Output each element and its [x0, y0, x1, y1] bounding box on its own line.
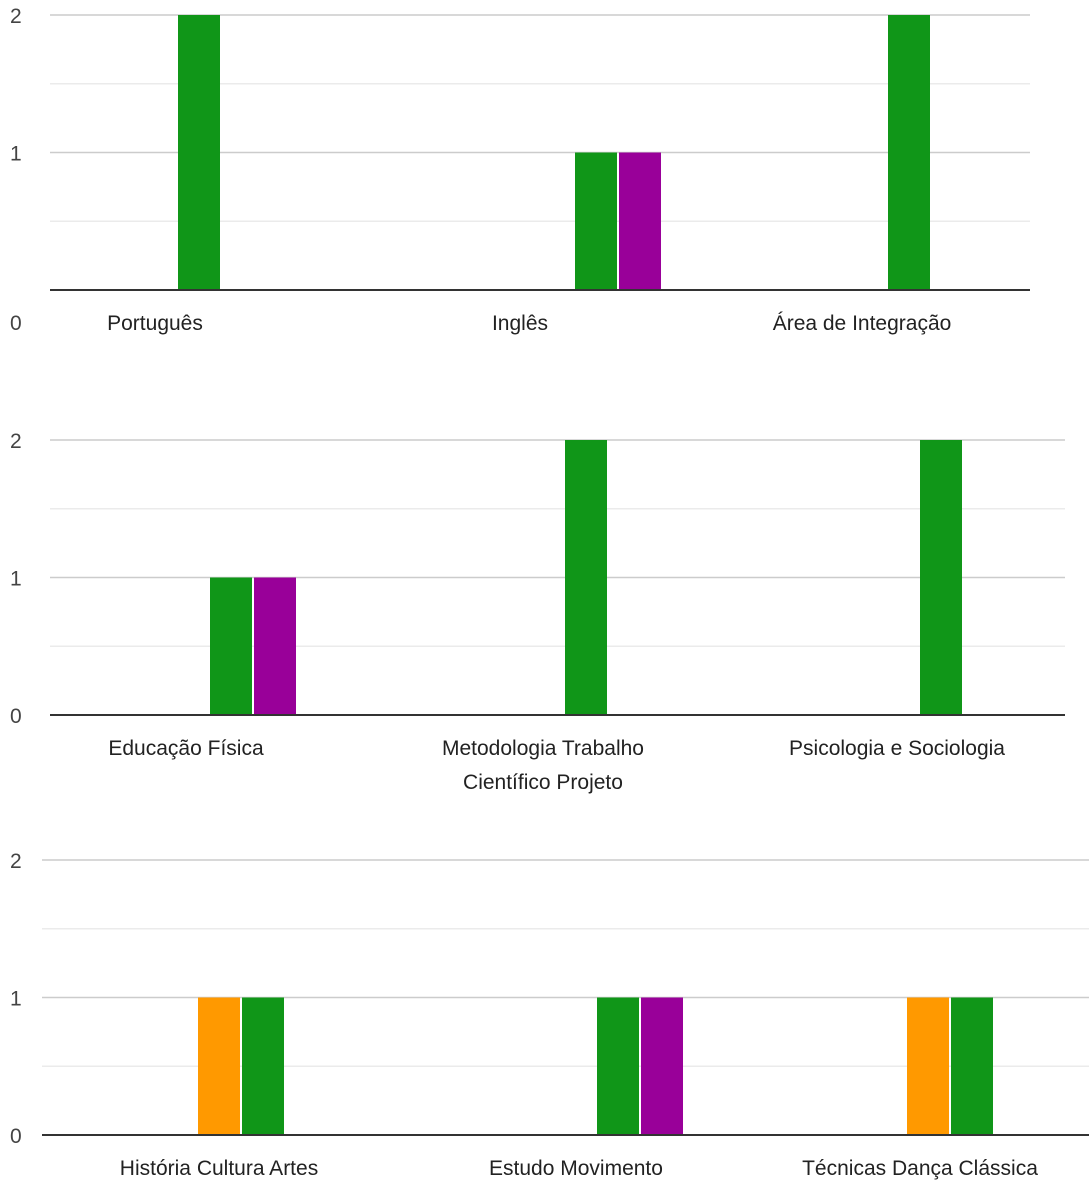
- bar[interactable]: [907, 997, 949, 1136]
- y-tick-label: 1: [10, 143, 22, 166]
- x-tick-label: Técnicas Dança Clássica: [802, 1157, 1038, 1180]
- x-tick-label: Educação Física: [108, 737, 264, 760]
- bar[interactable]: [178, 15, 220, 290]
- x-tick-label: Inglês: [492, 312, 548, 335]
- chart-2: 0 1 2 Educação Física Metodologia Trabalho Ci…: [10, 430, 1065, 794]
- y-tick-label: 2: [10, 5, 22, 28]
- bar[interactable]: [597, 997, 639, 1136]
- y-tick-label: 0: [10, 1125, 22, 1148]
- bar[interactable]: [920, 440, 962, 715]
- y-tick-label: 1: [10, 568, 22, 591]
- bar[interactable]: [641, 997, 683, 1136]
- bar[interactable]: [210, 577, 252, 716]
- x-tick-label: Área de Integração: [773, 312, 952, 335]
- x-tick-label: Psicologia e Sociologia: [789, 737, 1005, 760]
- bar[interactable]: [242, 997, 284, 1136]
- x-tick-label: Estudo Movimento: [489, 1157, 663, 1180]
- y-tick-label: 0: [10, 312, 22, 335]
- x-tick-label: História Cultura Artes: [120, 1157, 318, 1180]
- bar[interactable]: [198, 997, 240, 1136]
- bar[interactable]: [575, 152, 617, 291]
- x-tick-label: Metodologia Trabalho Científico Projeto: [442, 737, 644, 794]
- chart-1: 0 1 2 Português Inglês Área de Integração: [10, 5, 1030, 335]
- x-tick-label: Português: [107, 312, 203, 335]
- chart-3: 0 1 2 História Cultura Artes Estudo Moviment…: [10, 850, 1089, 1180]
- bar[interactable]: [254, 577, 296, 716]
- bar[interactable]: [565, 440, 607, 715]
- y-tick-label: 2: [10, 430, 22, 453]
- bar[interactable]: [888, 15, 930, 290]
- y-tick-label: 2: [10, 850, 22, 873]
- bar[interactable]: [619, 152, 661, 291]
- bar[interactable]: [951, 997, 993, 1136]
- y-tick-label: 0: [10, 705, 22, 728]
- y-tick-label: 1: [10, 988, 22, 1011]
